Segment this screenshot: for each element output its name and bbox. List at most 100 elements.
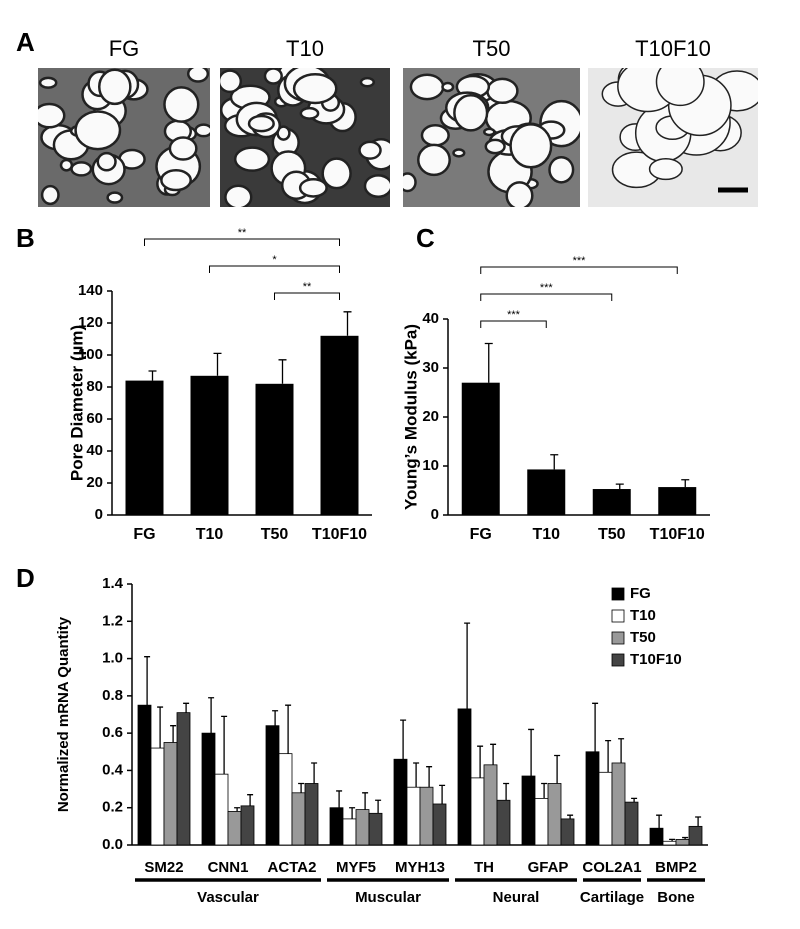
- bar: [201, 732, 216, 846]
- error-bar: [157, 706, 164, 749]
- pore: [186, 64, 210, 83]
- significance-label: **: [238, 227, 247, 239]
- bar: [137, 704, 152, 846]
- y-axis-label: Normalized mRNA Quantity: [55, 616, 72, 812]
- x-tick-label: T50: [598, 526, 626, 543]
- bar: [291, 792, 306, 846]
- pore: [548, 156, 575, 184]
- error-bar: [528, 728, 535, 777]
- y-tick-label: 0: [95, 506, 103, 523]
- bar: [150, 747, 165, 846]
- legend-swatch: [611, 631, 625, 645]
- y-tick-label: 20: [86, 474, 103, 491]
- y-axis-label: Young’s Modulus (kPa): [401, 324, 420, 510]
- error-bar: [413, 762, 420, 788]
- panel-letter: A: [16, 27, 35, 57]
- bar: [214, 773, 229, 846]
- y-tick-label: 0.0: [102, 836, 123, 853]
- mask: [390, 56, 403, 221]
- bar: [592, 489, 631, 515]
- x-tick-label: FG: [470, 526, 492, 543]
- pore: [168, 136, 198, 161]
- x-tick-label: T10: [532, 526, 560, 543]
- pore: [417, 143, 451, 177]
- bar: [598, 771, 613, 846]
- significance-label: ***: [573, 255, 587, 267]
- significance-label: **: [303, 281, 312, 293]
- error-bar: [183, 702, 190, 713]
- error-bar: [550, 454, 559, 470]
- pore: [321, 157, 352, 190]
- pore: [363, 174, 393, 198]
- y-tick-label: 30: [422, 359, 439, 376]
- pore: [59, 158, 74, 172]
- y-tick-label: 60: [86, 410, 103, 427]
- bar: [496, 799, 511, 846]
- error-bar: [336, 790, 343, 808]
- pore: [452, 148, 466, 158]
- error-bar: [213, 352, 222, 376]
- legend-label: T10: [630, 607, 656, 624]
- error-bar: [484, 342, 493, 383]
- significance-label: *: [272, 254, 277, 266]
- significance-label: ***: [507, 309, 521, 321]
- group-label: Cartilage: [580, 889, 644, 906]
- pore: [194, 123, 213, 138]
- y-tick-label: 0.4: [102, 761, 124, 778]
- legend-label: T50: [630, 629, 656, 646]
- bar: [560, 818, 575, 846]
- bar: [624, 801, 639, 846]
- error-bar: [490, 743, 497, 765]
- panel-letter: C: [416, 223, 435, 253]
- x-tick-label: T10F10: [312, 526, 367, 543]
- bar: [406, 786, 421, 846]
- x-tick-label: SM22: [144, 859, 183, 876]
- y-tick-label: 20: [422, 408, 439, 425]
- x-tick-label: ACTA2: [268, 859, 317, 876]
- error-bar: [695, 816, 702, 827]
- bar: [255, 383, 294, 515]
- legend-label: FG: [630, 585, 651, 602]
- error-bar: [682, 836, 689, 840]
- pore: [420, 124, 450, 147]
- error-bar: [221, 715, 228, 775]
- bar: [585, 751, 600, 846]
- bar: [355, 809, 370, 846]
- pore: [74, 110, 122, 151]
- bar: [265, 725, 280, 846]
- error-bar: [362, 792, 369, 810]
- pore: [505, 181, 534, 211]
- legend-swatch: [611, 609, 625, 623]
- pore: [40, 184, 60, 206]
- y-tick-label: 1.2: [102, 612, 123, 629]
- pore: [441, 81, 455, 93]
- significance-bracket: [480, 293, 613, 301]
- y-tick-label: 10: [422, 457, 439, 474]
- bar: [419, 786, 434, 846]
- significance-bracket: [144, 238, 340, 246]
- bar: [611, 762, 626, 846]
- x-tick-label: T10F10: [650, 526, 705, 543]
- legend-label: T10F10: [630, 651, 682, 668]
- significance-label: ***: [540, 282, 554, 294]
- y-tick-label: 0.6: [102, 724, 123, 741]
- bar: [662, 840, 677, 846]
- bar: [320, 335, 359, 515]
- error-bar: [615, 483, 624, 490]
- mask: [210, 56, 220, 221]
- bar: [432, 803, 447, 846]
- pore: [106, 191, 124, 204]
- significance-bracket: [480, 320, 547, 328]
- pore: [509, 123, 553, 169]
- bar: [534, 797, 549, 846]
- pore: [359, 76, 375, 88]
- x-tick-label: T10: [196, 526, 224, 543]
- y-tick-label: 80: [86, 378, 103, 395]
- significance-bracket: [209, 265, 340, 273]
- pore: [409, 73, 445, 101]
- y-tick-label: 0: [431, 506, 439, 523]
- legend-swatch: [611, 587, 625, 601]
- bar: [240, 805, 255, 846]
- error-bar: [669, 838, 676, 842]
- error-bar: [208, 697, 215, 734]
